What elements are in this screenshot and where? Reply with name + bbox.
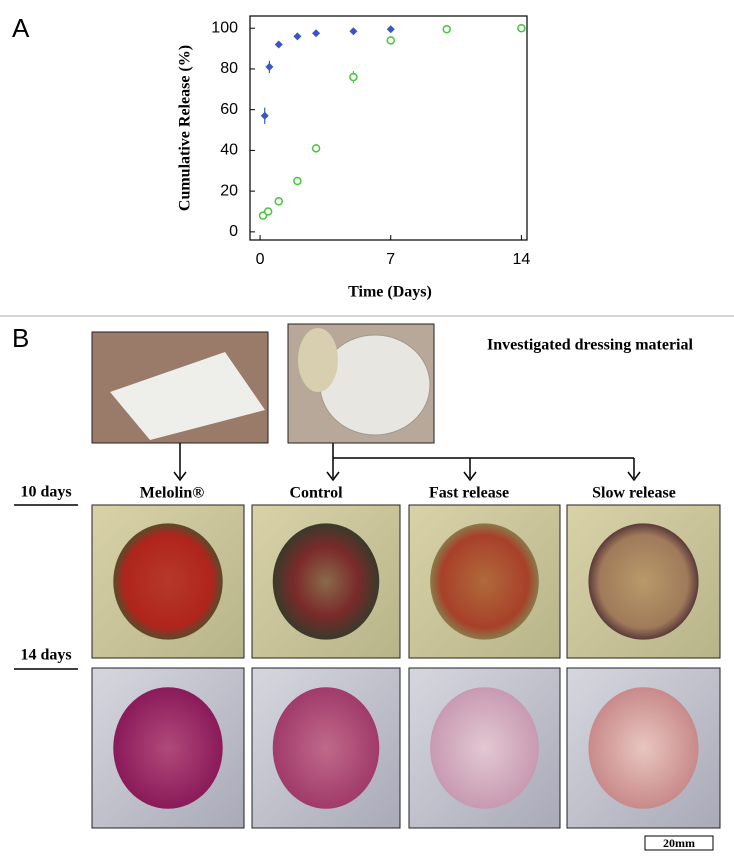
point (349, 72, 358, 82)
column-label: Melolin® (140, 485, 204, 502)
point (293, 176, 302, 186)
point (311, 144, 321, 153)
y-tick-label: 60 (220, 101, 238, 118)
y-tick-label: 40 (220, 142, 238, 159)
column-label: Fast release (429, 485, 509, 502)
point (274, 197, 283, 206)
wound (430, 687, 539, 809)
row-label: 14 days (20, 647, 71, 664)
point (293, 32, 302, 41)
wound (113, 523, 223, 640)
y-tick-label: 20 (220, 182, 238, 199)
point (260, 111, 269, 120)
point (386, 36, 395, 45)
photo-detail (110, 352, 265, 440)
y-tick-label: 100 (211, 19, 238, 36)
point (274, 40, 283, 49)
y-tick-label: 0 (229, 223, 238, 240)
dressing-title: Investigated dressing material (487, 337, 693, 354)
y-tick-label: 80 (220, 60, 238, 77)
wound (430, 523, 539, 640)
scale-bar-label: 20mm (663, 836, 695, 850)
y-axis-label: Cumulative Release (%) (177, 45, 194, 211)
x-tick-label: 7 (386, 251, 395, 268)
panel-label: A (12, 13, 30, 43)
point (263, 207, 273, 216)
panel-label: B (12, 323, 29, 353)
scale-bar (644, 835, 714, 851)
wound-photos (91, 504, 721, 829)
photo-detail (298, 328, 338, 392)
wound (113, 687, 223, 809)
x-axis-label: Time (Days) (348, 284, 432, 301)
wound (272, 687, 380, 809)
row-label: 10 days (20, 484, 71, 501)
x-tick-label: 14 (513, 251, 531, 268)
column-label: Slow release (592, 485, 676, 502)
point (442, 24, 451, 34)
point (349, 27, 358, 36)
wound (588, 523, 699, 640)
point (517, 23, 526, 33)
wound (588, 687, 699, 809)
column-label: Control (289, 485, 343, 502)
x-tick-label: 0 (256, 251, 265, 268)
wound (272, 523, 380, 640)
point (265, 62, 274, 71)
arrows (173, 443, 641, 482)
plot-frame (249, 15, 528, 241)
point (386, 25, 395, 34)
point (312, 29, 321, 38)
